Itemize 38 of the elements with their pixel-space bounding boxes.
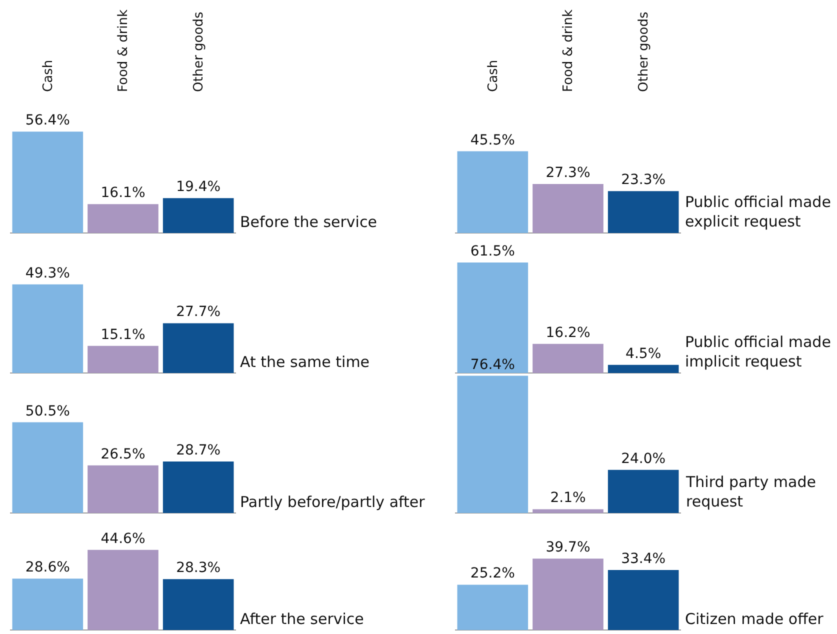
data-label: 24.0% (621, 450, 666, 467)
data-label: 2.1% (550, 490, 586, 506)
data-label: 27.7% (176, 304, 221, 320)
text: Before the service (240, 213, 377, 231)
data-label: 15.1% (100, 326, 146, 343)
text: Public official made implicit request (685, 333, 831, 370)
x-tick-label: Food & drink (561, 8, 576, 92)
data-label: 76.4% (470, 356, 515, 373)
data-label: 25.2% (470, 566, 515, 582)
data-label: 45.5% (470, 132, 515, 148)
data-label: 16.1% (100, 185, 146, 202)
data-label: 28.3% (176, 560, 221, 576)
text: Public official made explicit request (685, 193, 831, 230)
x-tick-label: Other goods (636, 12, 652, 92)
text: After the service (240, 610, 364, 628)
data-label: 28.7% (176, 442, 221, 458)
data-label: 44.6% (100, 530, 146, 547)
data-label: 33.4% (621, 551, 666, 567)
text: Citizen made offer (685, 610, 824, 628)
data-label: 23.3% (621, 172, 666, 188)
data-label: 28.6% (25, 560, 70, 576)
text: At the same time (240, 353, 370, 371)
data-label: 39.7% (546, 540, 590, 556)
data-label: 49.3% (25, 265, 70, 282)
x-tick-label: Cash (40, 60, 56, 92)
data-label: 61.5% (470, 244, 515, 260)
data-label: 19.4% (176, 179, 221, 196)
data-label: 50.5% (25, 403, 70, 420)
data-label: 4.5% (626, 346, 662, 362)
data-label: 27.3% (546, 164, 590, 181)
data-label: 16.2% (546, 324, 590, 341)
x-tick-label: Other goods (192, 12, 207, 92)
data-label: 56.4% (25, 112, 70, 129)
data-label: 26.5% (100, 446, 146, 462)
text: Third party made request (685, 473, 816, 510)
text: Partly before/partly after (240, 493, 426, 511)
x-tick-label: Cash (486, 60, 501, 92)
x-tick-label: Food & drink (116, 8, 132, 92)
